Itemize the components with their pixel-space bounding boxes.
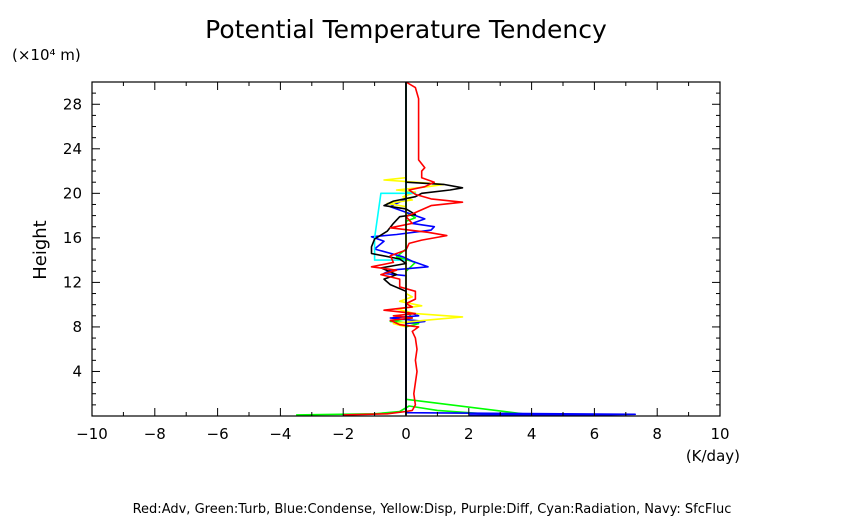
x-tick-label: −4	[269, 425, 291, 443]
legend-text: Red:Adv, Green:Turb, Blue:Condense, Yell…	[133, 502, 732, 517]
series-line-0	[296, 82, 533, 416]
y-tick-label: 28	[63, 95, 82, 113]
y-axis-label: Height	[30, 220, 51, 280]
x-tick-label: 4	[527, 425, 537, 443]
y-tick-label: 12	[63, 273, 82, 291]
y-tick-label: 16	[63, 229, 82, 247]
series-line-1	[370, 82, 637, 416]
series-line-4	[370, 82, 464, 415]
chart-title: Potential Temperature Tendency	[205, 15, 607, 44]
y-tick-label: 4	[72, 362, 82, 380]
x-tick-label: 2	[464, 425, 474, 443]
x-tick-label: 10	[710, 425, 729, 443]
y-axis-unit: (×10⁴ m)	[12, 46, 81, 64]
x-tick-label: −8	[144, 425, 166, 443]
y-tick-label: 8	[72, 318, 82, 336]
x-axis-unit: (K/day)	[686, 447, 740, 465]
y-tick-label: 20	[63, 184, 82, 202]
x-tick-label: 6	[590, 425, 600, 443]
series-line-5	[343, 81, 464, 416]
x-tick-label: −10	[76, 425, 108, 443]
series-layer	[296, 81, 637, 416]
x-tick-label: −2	[332, 425, 354, 443]
series-line-2	[383, 82, 464, 328]
y-tick-label: 24	[63, 140, 82, 158]
x-tick-label: −6	[207, 425, 229, 443]
x-tick-label: 0	[401, 425, 411, 443]
x-tick-label: 8	[652, 425, 662, 443]
